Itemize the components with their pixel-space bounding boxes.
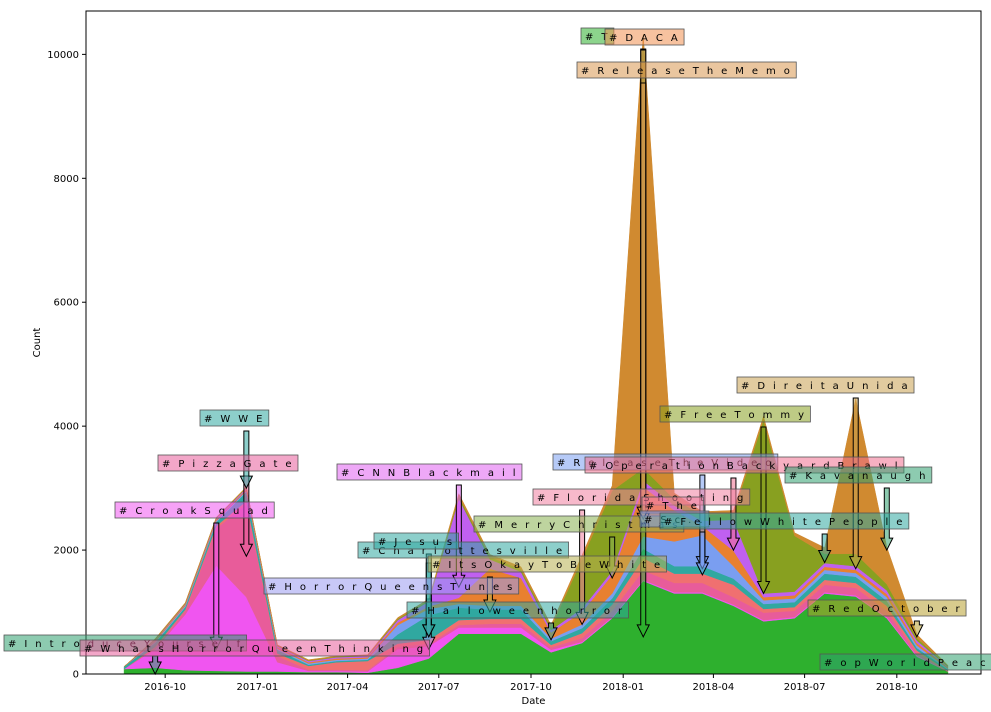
x-axis-ticks: 2016-10 2017-01 2017-04 2017-07 2017-10 2018-…: [144, 674, 918, 693]
annotation-1: # W h a t s H o r r o r Q u e e n T h i …: [79, 639, 430, 657]
annotation-box-1: [79, 639, 430, 657]
annotation-label-24: # R e d O c t o b e r: [812, 604, 962, 615]
annotation-box-24: [807, 599, 967, 617]
annotation-box-17: [659, 512, 910, 530]
annotation-arrow-24: [910, 620, 924, 638]
y-tick-label-2: 4000: [54, 422, 79, 433]
annotation-label-8: # C N N B l a c k m a i l: [341, 468, 518, 479]
annotation-arrow-17: [817, 533, 832, 564]
annotation-labels: # I n t r o d u c e Y o u r s e l f# W h…: [3, 27, 991, 671]
annotation-label-17: # F e l l o w W h i t e P e o p l e: [664, 517, 905, 528]
annotation-19: # D A C A: [604, 28, 685, 46]
annotation-5: # H o r r o r Q u e e n s T u n e s: [263, 577, 520, 595]
annotation-label-23: # K a v a n a u g h: [789, 471, 928, 482]
annotation-box-3: [157, 454, 299, 472]
annotation-label-22: # D i r e i t a U n i d a: [741, 381, 910, 392]
annotation-22: # D i r e i t a U n i d a: [736, 376, 915, 394]
annotation-9: # I t s O k a y T o B e W h i t e: [427, 555, 667, 573]
annotation-box-22: [736, 376, 915, 394]
annotation-label-4: # W W E: [204, 414, 265, 425]
annotation-box-25: [819, 653, 991, 671]
x-tick-label-4: 2017-10: [510, 682, 552, 693]
annotation-label-20: # R e l e a s e T h e M e m o: [581, 66, 792, 77]
annotation-box-2: [114, 501, 275, 519]
annotation-label-21: # F r e e T o m m y: [664, 410, 806, 421]
x-tick-label-0: 2016-10: [144, 682, 186, 693]
annotation-arrow-21: [756, 426, 771, 595]
annotation-3: # P i z z a G a t e: [157, 454, 299, 472]
y-axis-ticks: 0 2000 4000 6000 8000 10000: [47, 50, 86, 681]
annotation-label-6: # C h a r l o t t e s v i l l e: [362, 546, 565, 557]
annotation-box-23: [784, 466, 933, 484]
annotation-box-21: [659, 405, 811, 423]
annotation-box-7: [373, 532, 459, 550]
x-axis-label: Date: [522, 696, 546, 707]
annotation-label-5: # H o r r o r Q u e e n s T u n e s: [268, 582, 515, 593]
annotation-arrow-16: [695, 531, 710, 576]
annotation-7: # J e s u s: [373, 532, 459, 550]
annotation-label-18: # T: [585, 32, 610, 43]
annotation-24: # R e d O c t o b e r: [807, 599, 967, 617]
x-tick-label-1: 2017-01: [236, 682, 278, 693]
annotation-23: # K a v a n a u g h: [784, 466, 933, 484]
x-tick-label-3: 2017-07: [418, 682, 460, 693]
annotation-label-11: # M e r r y C h r i s t m a s: [478, 520, 680, 531]
annotation-box-8: [336, 463, 523, 481]
annotation-box-10: [406, 601, 629, 619]
area-layer: [123, 34, 949, 675]
annotation-label-19: # D A C A: [609, 33, 680, 44]
annotation-label-25: # o p W o r l d P e a c e: [824, 658, 991, 669]
annotation-box-9: [427, 555, 667, 573]
annotation-box-20: [576, 61, 797, 79]
annotation-11: # M e r r y C h r i s t m a s: [473, 515, 685, 533]
annotation-label-7: # J e s u s: [378, 537, 455, 548]
annotation-12: # F l o r i d a S h o o t i n g: [532, 488, 751, 506]
annotation-2: # C r o a k S q u a d: [114, 501, 275, 519]
x-tick-label-8: 2018-10: [876, 682, 918, 693]
y-axis-label: Count: [32, 328, 43, 358]
annotation-20: # R e l e a s e T h e M e m o: [576, 61, 797, 79]
annotation-21: # F r e e T o m m y: [659, 405, 811, 423]
x-tick-label-7: 2018-07: [784, 682, 826, 693]
annotation-label-9: # I t s O k a y T o B e W h i t e: [432, 560, 663, 571]
y-tick-label-1: 2000: [54, 546, 79, 557]
annotation-label-1: # W h a t s H o r r o r Q u e e n T h i …: [84, 644, 426, 655]
annotation-25: # o p W o r l d P e a c e: [819, 653, 991, 671]
annotation-arrow-10: [544, 622, 558, 642]
annotation-8: # C N N B l a c k m a i l: [336, 463, 523, 481]
annotation-label-14: # O p e r a t i o n B a c k y a r d B r …: [589, 461, 900, 472]
plot-frame: [85, 10, 982, 675]
annotation-box-5: [263, 577, 520, 595]
annotation-label-3: # P i z z a G a t e: [162, 459, 294, 470]
annotation-10: # H a l l o w e e n h o r r o r: [406, 601, 629, 619]
x-tick-label-6: 2018-04: [693, 682, 735, 693]
x-tick-label-2: 2017-04: [327, 682, 369, 693]
annotation-label-2: # C r o a k S q u a d: [119, 506, 270, 517]
annotation-box-19: [604, 28, 685, 46]
annotation-17: # F e l l o w W h i t e P e o p l e: [659, 512, 910, 530]
annotation-arrow-0: [148, 655, 162, 676]
x-tick-label-5: 2018-01: [602, 682, 644, 693]
y-tick-label-5: 10000: [47, 50, 79, 61]
y-tick-label-3: 6000: [54, 298, 79, 309]
y-tick-label-4: 8000: [54, 174, 79, 185]
annotation-box-4: [199, 409, 270, 427]
annotation-label-10: # H a l l o w e e n h o r r o r: [411, 606, 625, 617]
annotation-label-12: # F l o r i d a S h o o t i n g: [537, 493, 746, 504]
y-tick-label-0: 0: [73, 670, 79, 681]
annotation-4: # W W E: [199, 409, 270, 427]
annotation-label-15: # T h e: [646, 501, 699, 512]
